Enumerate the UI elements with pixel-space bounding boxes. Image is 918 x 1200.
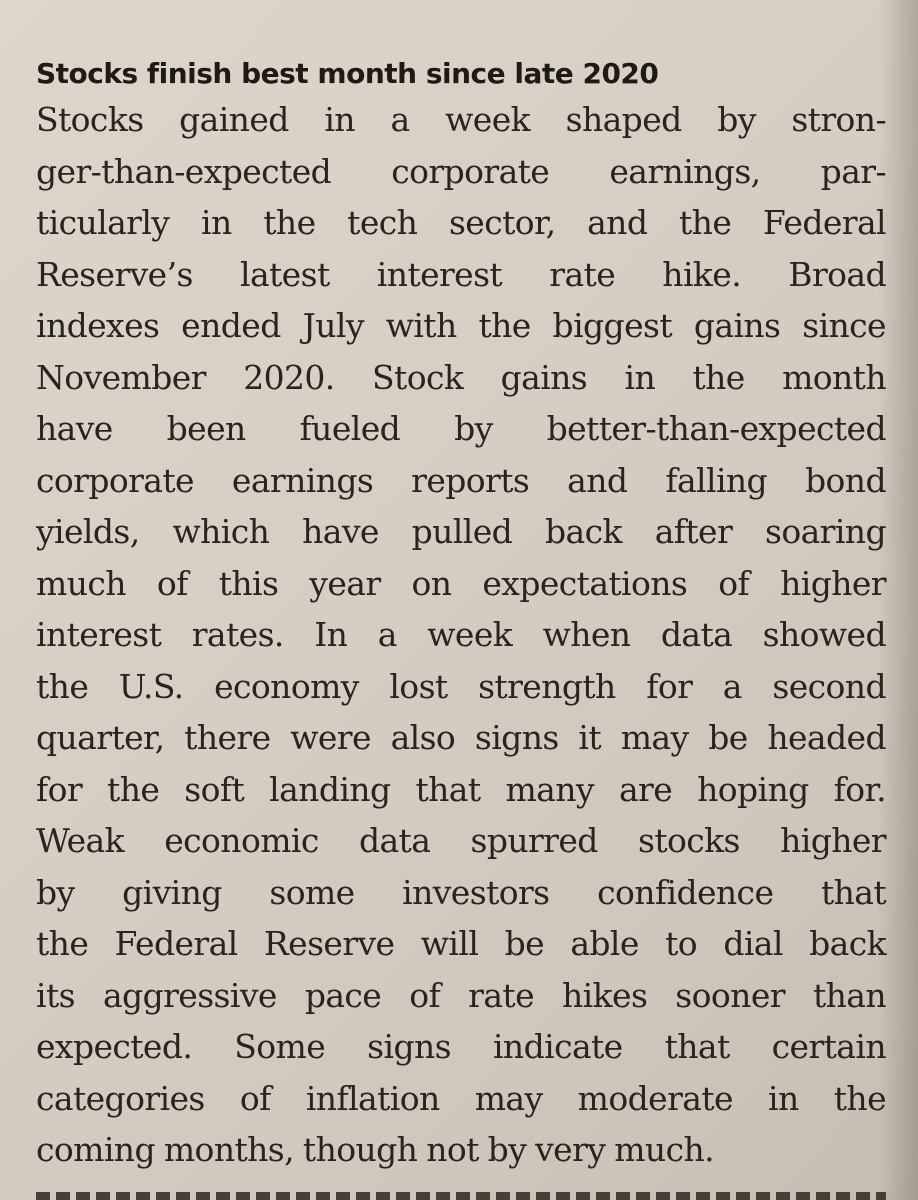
article-line: Stocks gained in a week shaped by stron- [36,100,887,139]
article-line: categories of inflation may moderate in … [36,1078,887,1118]
article-line: interest rates. In a week when data show… [36,615,887,654]
article-line: its aggressive pace of rate hikes sooner… [36,975,887,1015]
article-line: by giving some investors confidence that [36,872,887,912]
article-headline: Stocks finish best month since late 2020 [36,57,659,90]
article-line: quarter, there were also signs it may be… [36,718,887,757]
article-line: Reserve’s latest interest rate hike. Bro… [36,254,887,294]
article-line: ger-than-expected corporate earnings, pa… [36,151,887,191]
article-line: ticularly in the tech sector, and the Fe… [36,203,887,242]
article-line: for the soft landing that many are hopin… [36,769,887,809]
article-line: the U.S. economy lost strength for a sec… [36,666,887,706]
article-line: have been fueled by better-than-expected [36,409,887,448]
article-line: coming months, though not by very much. [36,1130,715,1169]
article-line: the Federal Reserve will be able to dial… [36,924,887,963]
article-line: yields, which have pulled back after soa… [36,512,887,551]
article-line: expected. Some signs indicate that certa… [36,1027,887,1066]
column-divider-rule [36,1192,886,1200]
article-line: much of this year on expectations of hig… [36,563,887,603]
article: Stocks finish best month since late 2020… [36,54,887,1176]
article-line: indexes ended July with the biggest gain… [36,306,887,345]
article-line: November 2020. Stock gains in the month [36,357,887,397]
article-body: Stocks gained in a week shaped by stron-… [36,94,887,1176]
page-edge-shadow [878,0,918,1200]
article-line: Weak economic data spurred stocks higher [36,821,887,860]
article-line: corporate earnings reports and falling b… [36,460,887,500]
